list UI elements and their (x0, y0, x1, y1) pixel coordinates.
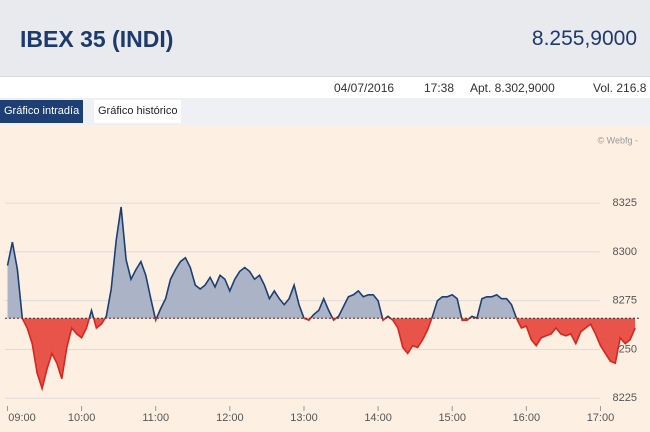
y-tick-label: 8300 (613, 246, 637, 258)
area-below (22, 318, 636, 389)
x-tick-label: 13:00 (290, 412, 318, 424)
index-title: IBEX 35 (INDI) (20, 26, 174, 52)
x-tick-label: 11:00 (142, 412, 169, 424)
y-tick-label: 8225 (613, 392, 637, 404)
watermark: © Webfg - (598, 135, 638, 145)
x-tick-label: 15:00 (438, 412, 466, 424)
time: 17:38 (424, 81, 455, 95)
tab[interactable]: Gráfico histórico (94, 100, 182, 123)
index-value: 8.255,9000 (531, 27, 637, 50)
apt: Apt. 8.302,9000 (470, 81, 555, 95)
line-below (21, 318, 636, 392)
y-tick-label: 8325 (613, 197, 637, 209)
date: 04/07/2016 (334, 81, 395, 95)
tab[interactable]: Gráfico intradía (0, 100, 84, 123)
line-above (6, 206, 518, 319)
chart-background (0, 125, 650, 432)
x-tick-label: 09:00 (8, 412, 36, 424)
x-tick-label: 16:00 (513, 412, 541, 424)
header: IBEX 35 (INDI) 8.255,9000 (0, 0, 650, 77)
x-tick-label: 12:00 (216, 412, 244, 424)
x-tick-label: 10:00 (68, 412, 96, 424)
x-tick-label: 14:00 (364, 412, 392, 424)
tab-bar: Gráfico intradía Gráfico histórico (0, 98, 650, 125)
y-tick-label: 8275 (613, 295, 637, 307)
info-row: 04/07/2016 17:38 Apt. 8.302,9000 Vol. 21… (0, 77, 650, 98)
vol: Vol. 216.8 (593, 81, 647, 95)
x-tick-label: 17:00 (587, 412, 615, 424)
